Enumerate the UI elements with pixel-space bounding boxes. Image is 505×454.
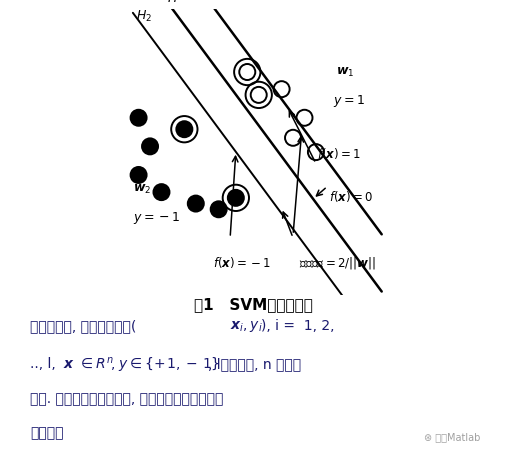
Text: $f(\boldsymbol{x})=1$: $f(\boldsymbol{x})=1$	[317, 146, 361, 161]
Text: $H$: $H$	[167, 0, 178, 5]
Circle shape	[142, 138, 158, 154]
Text: ), ​​​​​i = ​ 1, 2,: ), ​​​​​i = ​ 1, 2,	[260, 319, 333, 333]
Text: $\boldsymbol{w}_2$: $\boldsymbol{w}_2$	[133, 183, 151, 196]
Circle shape	[130, 167, 146, 183]
Text: $+\,1, -\,1\}$: $+\,1, -\,1\}$	[153, 356, 220, 372]
Circle shape	[187, 196, 204, 212]
Text: , $y \in \{$: , $y \in \{$	[110, 355, 154, 373]
Text: $\boldsymbol{x}_i, y_i$: $\boldsymbol{x}_i, y_i$	[230, 319, 263, 334]
Text: 分类间隔$=2/||\boldsymbol{w}||$: 分类间隔$=2/||\boldsymbol{w}||$	[298, 255, 375, 271]
Text: 维数. 在线性可分的情况下, 将两类样本完全分开的: 维数. 在线性可分的情况下, 将两类样本完全分开的	[30, 392, 223, 406]
Text: 超平面为: 超平面为	[30, 427, 64, 441]
Circle shape	[130, 110, 146, 126]
Circle shape	[153, 184, 169, 200]
Text: ⊛ 沃沃Matlab: ⊛ 沃沃Matlab	[424, 432, 480, 442]
Circle shape	[227, 190, 243, 206]
Text: $\boldsymbol{x}$: $\boldsymbol{x}$	[63, 357, 75, 371]
Text: $y=1$: $y=1$	[332, 93, 364, 109]
Text: $\boldsymbol{w}_1$: $\boldsymbol{w}_1$	[335, 65, 353, 79]
Text: .., l,​: .., l,​	[30, 357, 65, 371]
Text: 图1   SVM二分类问题: 图1 SVM二分类问题	[193, 296, 312, 312]
Circle shape	[210, 201, 226, 217]
Text: $f(\boldsymbol{x})=-1$: $f(\boldsymbol{x})=-1$	[213, 255, 271, 270]
Text: $f(\boldsymbol{x})=0$: $f(\boldsymbol{x})=0$	[328, 189, 372, 204]
Text: , l为样本数, n 为输入: , l为样本数, n 为输入	[208, 357, 301, 371]
Text: 不失一般性, 设训练样本为(​: 不失一般性, 设训练样本为(​	[30, 319, 136, 333]
Text: $\in R^n$: $\in R^n$	[78, 356, 114, 371]
Text: $H_2$: $H_2$	[136, 9, 152, 24]
Circle shape	[176, 121, 192, 137]
Text: $y=-1$: $y=-1$	[133, 210, 180, 226]
